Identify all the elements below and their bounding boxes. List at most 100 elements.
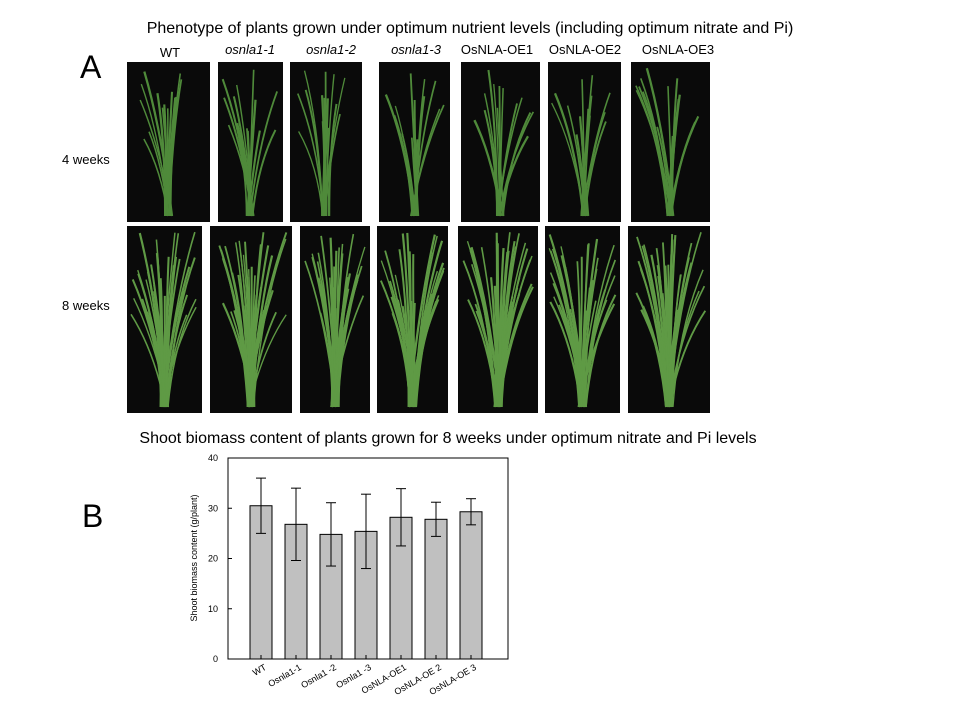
- y-axis-label: Shoot biomass content (g/plant): [189, 494, 199, 621]
- column-label: WT: [160, 45, 180, 60]
- y-tick-label: 30: [208, 503, 218, 513]
- leaf: [329, 237, 334, 408]
- x-tick-label: Osnla1 -2: [299, 662, 338, 690]
- plant-photo: [300, 226, 370, 413]
- error-bar: [291, 487, 301, 562]
- leaf: [497, 286, 534, 408]
- leaf: [398, 249, 410, 408]
- leaf: [583, 115, 591, 217]
- leaf: [581, 79, 586, 217]
- panel-label: A: [80, 49, 102, 85]
- plant-photo: [218, 62, 283, 222]
- leaf: [665, 234, 674, 408]
- leaf: [247, 130, 261, 217]
- leaf: [483, 109, 499, 217]
- error-bar: [326, 502, 336, 567]
- leaf: [165, 256, 170, 408]
- leaf: [251, 129, 277, 217]
- leaf: [156, 93, 167, 217]
- x-tick-label: Osnla1-1: [266, 662, 303, 689]
- leaf: [169, 96, 178, 217]
- bar: [459, 511, 483, 660]
- error-bar: [256, 477, 266, 534]
- plant-photo: [545, 226, 620, 413]
- leaf: [133, 297, 170, 408]
- leaf: [580, 75, 594, 217]
- figure-title: Phenotype of plants grown under optimum …: [147, 20, 794, 37]
- panel-label: B: [82, 498, 103, 534]
- leaf: [321, 98, 329, 217]
- leaf: [415, 252, 434, 408]
- leaf: [415, 79, 426, 217]
- leaf: [165, 294, 189, 408]
- leaf: [146, 271, 163, 408]
- y-tick-label: 40: [208, 453, 218, 463]
- leaf: [469, 250, 496, 408]
- error-bar: [431, 501, 441, 537]
- leaf: [667, 86, 674, 217]
- plant-photo: [127, 226, 202, 413]
- leaf: [668, 234, 677, 408]
- leaf: [473, 119, 503, 217]
- leaf: [671, 297, 685, 408]
- y-tick-label: 10: [208, 604, 218, 614]
- leaf: [672, 269, 704, 408]
- leaf: [407, 270, 445, 408]
- leaf: [548, 234, 583, 408]
- bar: [424, 518, 448, 660]
- leaf: [669, 98, 680, 217]
- leaf: [585, 259, 617, 408]
- leaf: [493, 293, 521, 408]
- leaf: [412, 254, 417, 408]
- leaf: [304, 89, 324, 217]
- leaf: [233, 309, 254, 408]
- row-label: 8 weeks: [62, 298, 110, 313]
- error-bar: [466, 498, 476, 526]
- y-tick-label: 20: [208, 554, 218, 564]
- leaf: [247, 309, 266, 408]
- leaf: [483, 93, 500, 217]
- leaf: [548, 248, 580, 408]
- plant-photo: [548, 62, 621, 222]
- plant-photo: [127, 62, 210, 222]
- leaf: [140, 83, 169, 217]
- leaf: [328, 103, 338, 217]
- leaf: [408, 295, 440, 408]
- leaf: [668, 257, 690, 408]
- y-tick-label: 0: [213, 654, 218, 664]
- leaf: [393, 115, 414, 217]
- error-bar: [396, 488, 406, 547]
- error-bar: [361, 493, 371, 570]
- leaf: [320, 95, 328, 217]
- leaf: [499, 246, 517, 408]
- leaf: [161, 107, 171, 217]
- plant-photo: [377, 226, 448, 413]
- column-label: osnla1-3: [391, 42, 442, 57]
- leaf: [656, 126, 672, 217]
- leaf: [642, 91, 669, 217]
- leaf: [578, 299, 608, 408]
- plant-photo: [631, 62, 710, 222]
- plant-photo: [379, 62, 450, 222]
- plant-photo: [210, 226, 292, 413]
- column-label: osnla1-2: [306, 42, 357, 57]
- leaf: [665, 309, 679, 408]
- plant-photo: [458, 226, 538, 413]
- column-label: OsNLA-OE3: [642, 42, 714, 57]
- plant-photo: [290, 62, 362, 222]
- leaf: [578, 116, 590, 217]
- column-label: osnla1-1: [225, 42, 275, 57]
- leaf: [153, 291, 167, 408]
- leaf: [493, 285, 502, 408]
- row-label: 4 weeks: [62, 152, 110, 167]
- plant-photo: [628, 226, 710, 413]
- x-tick-label: WT: [251, 662, 269, 678]
- leaf: [467, 299, 498, 408]
- leaf: [498, 111, 535, 217]
- leaf: [410, 108, 441, 217]
- leaf: [311, 253, 338, 408]
- plant-photo: [461, 62, 540, 222]
- leaf: [250, 266, 255, 408]
- leaf: [337, 273, 351, 408]
